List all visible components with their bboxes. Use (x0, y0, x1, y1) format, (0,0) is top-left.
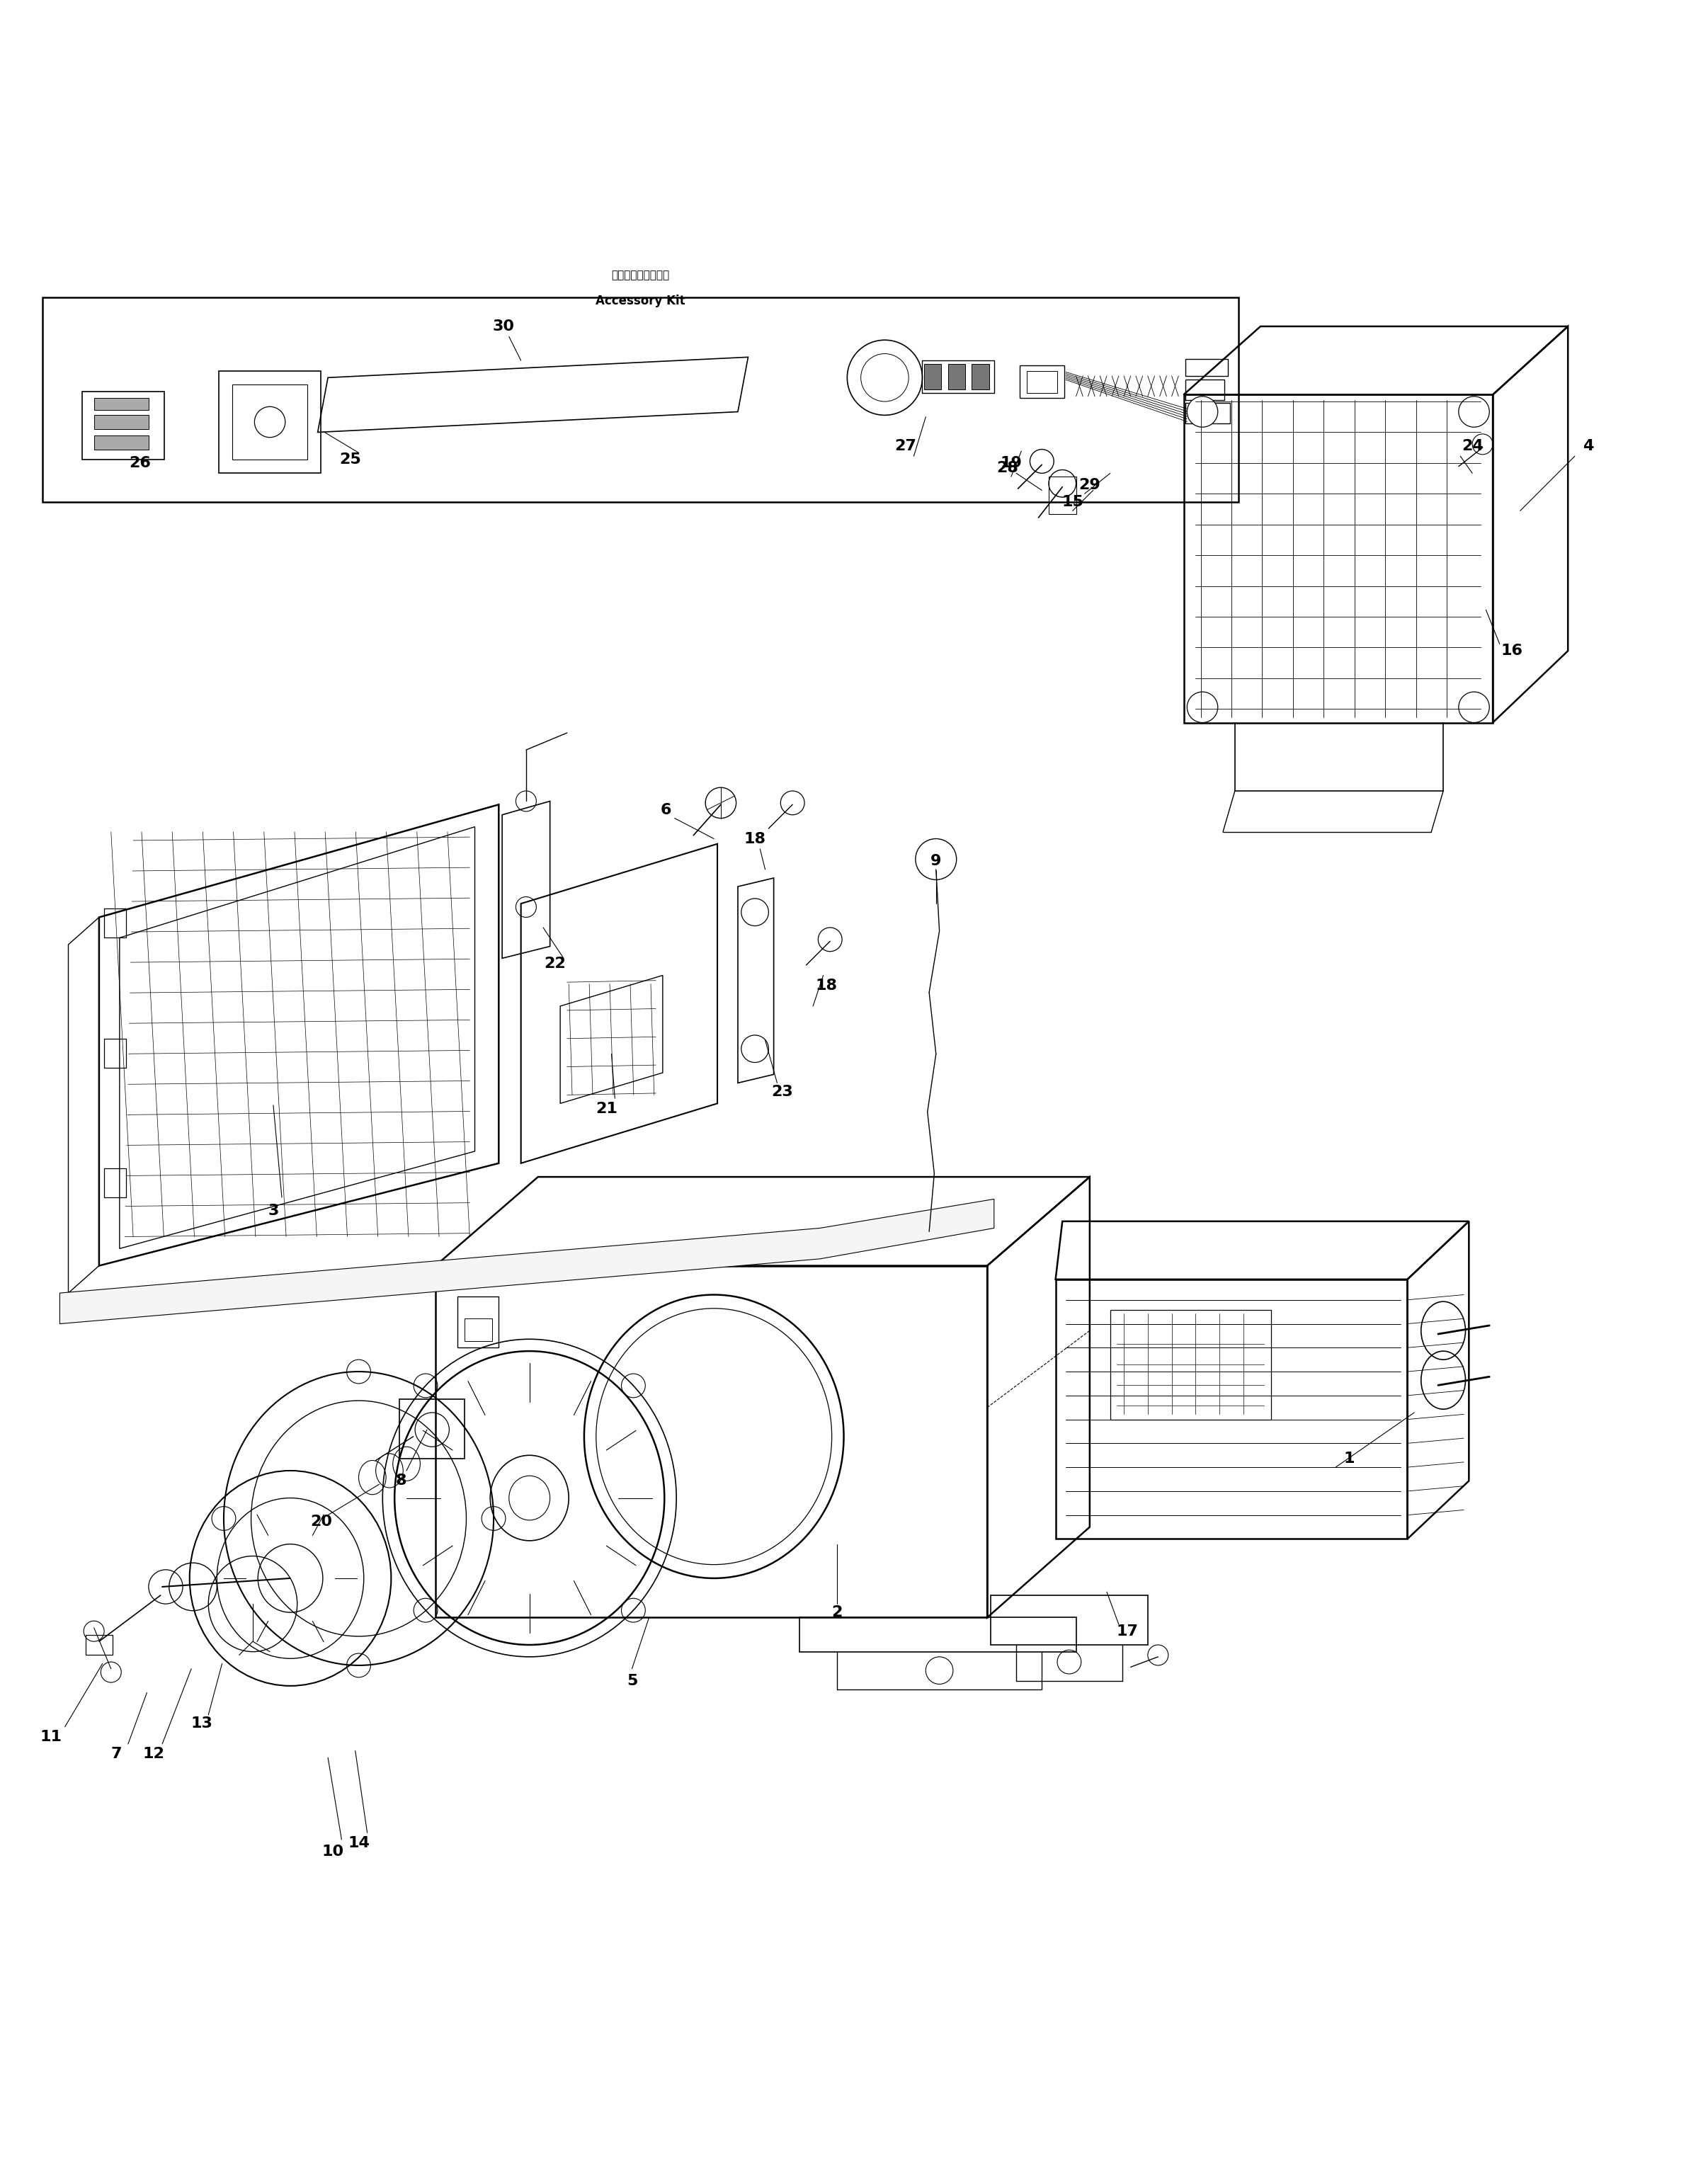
Polygon shape (60, 1198, 994, 1323)
Text: 8: 8 (396, 1474, 407, 1489)
Text: 15: 15 (1062, 496, 1083, 509)
Bar (924, 365, 941, 389)
Bar (85, 1635, 113, 1655)
Text: 20: 20 (311, 1515, 331, 1528)
Text: 28: 28 (997, 461, 1018, 476)
Text: 12: 12 (143, 1746, 164, 1762)
Text: 9: 9 (931, 854, 941, 869)
Bar (465, 1319, 492, 1340)
Text: 13: 13 (191, 1716, 212, 1731)
Text: 4: 4 (1583, 439, 1594, 454)
Text: 6: 6 (661, 803, 671, 816)
Text: 1: 1 (1344, 1452, 1354, 1465)
Bar (104, 1168, 126, 1198)
Text: 3: 3 (268, 1205, 278, 1218)
Text: アクセサリーキット: アクセサリーキット (611, 271, 670, 279)
Bar (43, 297, 1238, 502)
Text: 30: 30 (494, 319, 514, 334)
Text: 5: 5 (627, 1674, 637, 1687)
Circle shape (1187, 397, 1218, 428)
Text: 17: 17 (1117, 1624, 1138, 1637)
Bar (458, 1297, 499, 1347)
Bar (922, 360, 994, 393)
Text: 7: 7 (111, 1746, 121, 1762)
Text: 21: 21 (596, 1102, 617, 1116)
Bar (1185, 404, 1230, 424)
Text: 24: 24 (1462, 439, 1483, 454)
Bar (219, 371, 321, 474)
Text: 25: 25 (340, 452, 360, 467)
Bar (94, 415, 149, 428)
Text: 19: 19 (1001, 456, 1021, 469)
Bar (1185, 380, 1225, 399)
Text: 10: 10 (323, 1845, 343, 1858)
Text: 2: 2 (832, 1605, 842, 1620)
Text: 16: 16 (1501, 644, 1522, 657)
Text: 11: 11 (41, 1729, 61, 1744)
Circle shape (1459, 692, 1489, 723)
Circle shape (1187, 692, 1218, 723)
Text: 29: 29 (1079, 478, 1100, 493)
Text: 23: 23 (772, 1085, 793, 1098)
Bar (1027, 371, 1057, 393)
Bar (1110, 1310, 1271, 1419)
Bar (94, 397, 149, 410)
Bar (94, 437, 149, 450)
Circle shape (1459, 397, 1489, 428)
Bar (1185, 358, 1228, 375)
Bar (948, 365, 965, 389)
Circle shape (705, 788, 736, 819)
Bar (1020, 365, 1064, 397)
Text: Accessory Kit: Accessory Kit (596, 295, 685, 308)
Bar (1049, 476, 1076, 515)
Text: 14: 14 (348, 1836, 369, 1849)
Bar (104, 908, 126, 939)
Text: 26: 26 (130, 456, 150, 469)
Bar (232, 384, 307, 461)
Bar (972, 365, 989, 389)
Text: 18: 18 (745, 832, 765, 845)
Text: 27: 27 (895, 439, 915, 454)
Text: 22: 22 (545, 956, 565, 971)
Bar (104, 1039, 126, 1067)
Text: 18: 18 (816, 978, 837, 993)
